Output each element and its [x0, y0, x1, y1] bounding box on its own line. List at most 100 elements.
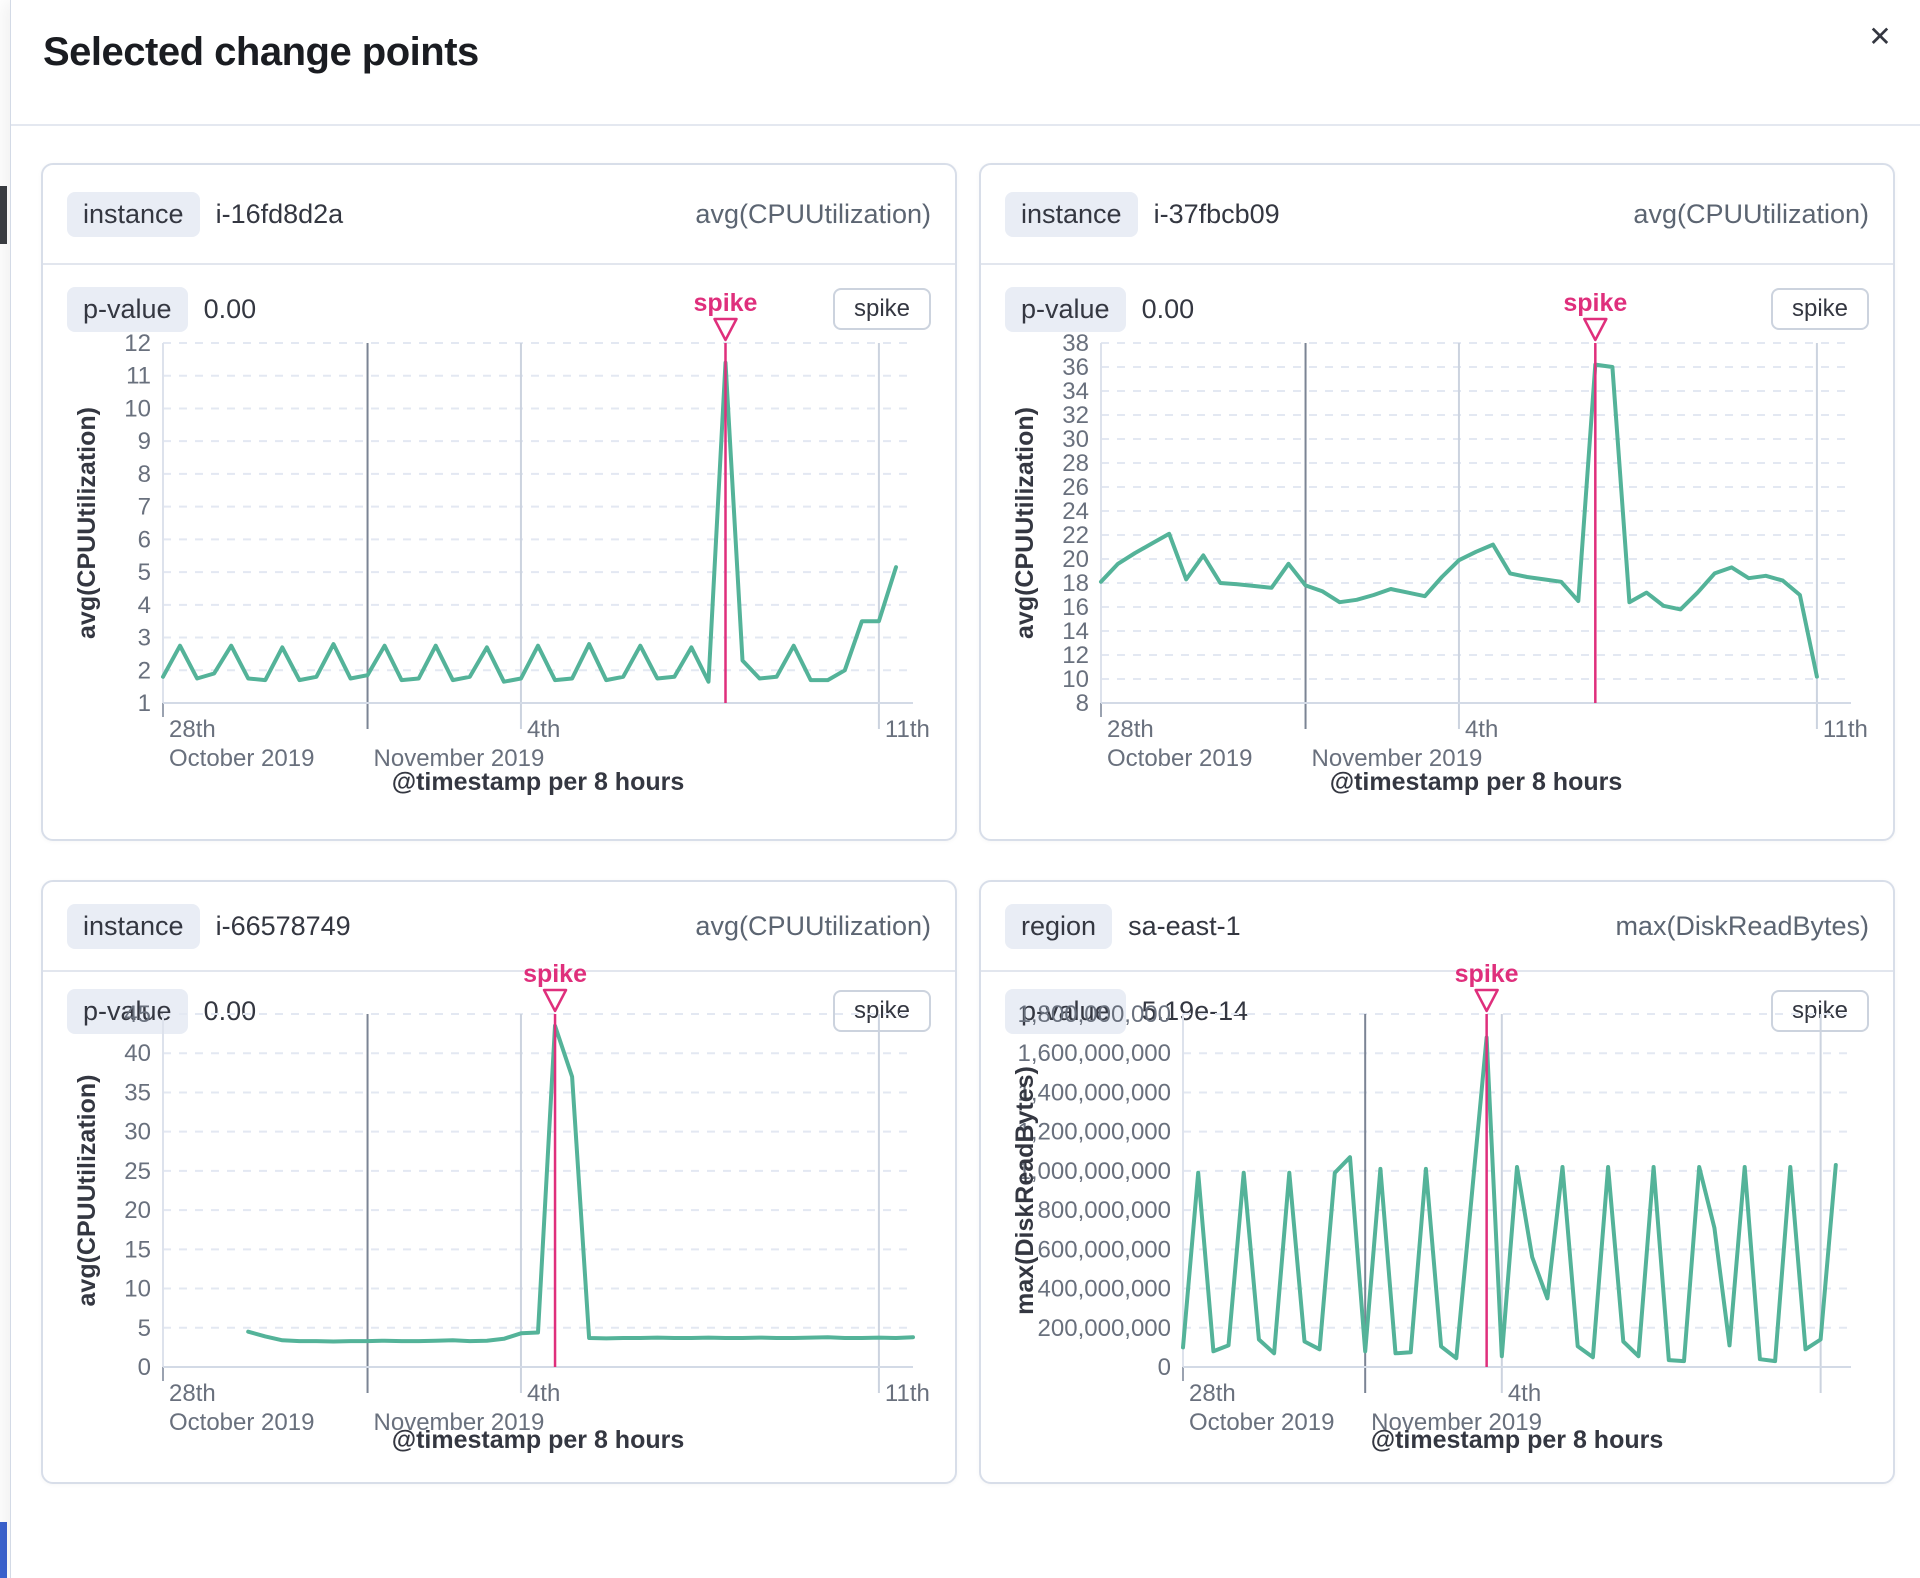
y-axis-tick-label: 30	[124, 1119, 151, 1146]
y-axis-title: max(DiskReadBytes)	[1011, 1066, 1039, 1315]
y-axis-tick-label: 18	[1062, 570, 1089, 597]
spike-annotation-label: spike	[1563, 289, 1627, 317]
x-axis-month-label: November 2019	[374, 1409, 545, 1436]
split-field-value: i-66578749	[215, 910, 351, 941]
p-value: 0.00	[203, 995, 257, 1026]
y-axis-title: avg(CPUUtilization)	[1011, 407, 1039, 639]
x-axis-day-label: 28th	[1107, 716, 1154, 743]
y-axis-tick-label: 12	[124, 330, 151, 357]
page-title: Selected change points	[43, 30, 479, 74]
y-axis-tick-label: 16	[1062, 594, 1089, 621]
spike-marker-icon	[713, 317, 738, 342]
y-axis-title: avg(CPUUtilization)	[73, 407, 101, 639]
card-header: region sa-east-1 max(DiskReadBytes)	[981, 882, 1893, 972]
y-axis-tick-label: 4	[138, 592, 151, 619]
background-page-edge	[0, 0, 10, 1578]
x-axis-month-label: October 2019	[169, 745, 314, 772]
y-axis-tick-label: 1	[138, 690, 151, 717]
x-axis-month-label: November 2019	[1312, 745, 1483, 772]
y-axis-tick-label: 1,800,000,000	[1018, 1001, 1171, 1028]
y-axis-tick-label: 22	[1062, 522, 1089, 549]
x-axis-month-label: October 2019	[169, 1409, 314, 1436]
y-axis-tick-label: 10	[1062, 666, 1089, 693]
series-line	[1099, 362, 1819, 679]
y-axis-tick-label: 10	[124, 395, 151, 422]
change-point-card-3: instance i-66578749 avg(CPUUtilization) …	[41, 880, 957, 1484]
y-axis-tick-label: 38	[1062, 330, 1089, 357]
spike-marker-icon	[542, 988, 568, 1013]
y-axis-tick-label: 11	[126, 363, 151, 390]
x-axis-day-label: 4th	[1465, 716, 1498, 743]
x-axis-month-label: November 2019	[1371, 1409, 1542, 1436]
y-axis-tick-label: 40	[124, 1040, 151, 1067]
x-axis-title: @timestamp per 8 hours	[1330, 768, 1623, 796]
p-value: 0.00	[1141, 293, 1195, 324]
change-point-chart[interactable]: 0 200,000,000 400,000,000 600,000,000 800,00…	[1005, 962, 1873, 1470]
x-axis-day-label: 4th	[1508, 1380, 1541, 1407]
p-value-badge: p-value	[1005, 988, 1126, 1034]
y-axis-tick-label: 10	[124, 1276, 151, 1303]
x-axis-day-label: 28th	[169, 716, 216, 743]
x-axis-day-label: 11th	[885, 1380, 930, 1407]
split-field-badge: instance	[67, 903, 200, 949]
spike-annotation-label: spike	[694, 289, 758, 317]
close-icon[interactable]: ✕	[1858, 14, 1902, 58]
metric-label: avg(CPUUtilization)	[1633, 198, 1869, 229]
y-axis-tick-label: 9	[138, 428, 151, 455]
y-axis-tick-label: 25	[124, 1158, 151, 1185]
split-field-badge: instance	[1005, 191, 1138, 237]
x-axis-day-label: 28th	[1189, 1380, 1236, 1407]
y-axis-tick-label: 7	[138, 494, 151, 521]
y-axis-tick-label: 24	[1062, 498, 1089, 525]
y-axis-tick-label: 400,000,000	[1038, 1276, 1171, 1303]
series-line	[246, 1023, 915, 1344]
spike-marker-icon	[1474, 988, 1499, 1013]
y-axis-tick-label: 800,000,000	[1038, 1197, 1171, 1224]
y-axis-tick-label: 30	[1062, 426, 1089, 453]
y-axis-tick-label: 45	[124, 1001, 151, 1028]
p-value-badge: p-value	[67, 286, 188, 332]
card-header: instance i-66578749 avg(CPUUtilization)	[43, 882, 955, 972]
background-page-blue-sliver	[0, 1522, 7, 1578]
y-axis-tick-label: 36	[1062, 354, 1089, 381]
flyout-header: Selected change points ✕	[11, 0, 1920, 126]
y-axis-tick-label: 26	[1062, 474, 1089, 501]
y-axis-tick-label: 1,400,000,000	[1018, 1079, 1171, 1106]
card-header: instance i-37fbcb09 avg(CPUUtilization)	[981, 165, 1893, 265]
split-field-value: i-16fd8d2a	[215, 198, 344, 229]
y-axis-tick-label: 1,200,000,000	[1018, 1119, 1171, 1146]
y-axis-tick-label: 200,000,000	[1038, 1315, 1171, 1342]
change-point-cards-grid: instance i-16fd8d2a avg(CPUUtilization) …	[41, 163, 1895, 1484]
card-subheader: p-value 0.00 spike	[67, 265, 931, 353]
y-axis-tick-label: 8	[138, 461, 151, 488]
y-axis-tick-label: 28	[1062, 450, 1089, 477]
split-field-value: i-37fbcb09	[1153, 198, 1280, 229]
y-axis-tick-label: 1,600,000,000	[1018, 1040, 1171, 1067]
x-axis-day-label: 11th	[885, 716, 930, 743]
y-axis-tick-label: 2	[138, 657, 151, 684]
y-axis-tick-label: 3	[138, 625, 151, 652]
y-axis-tick-label: 12	[1062, 642, 1089, 669]
y-axis-tick-label: 5	[138, 559, 151, 586]
change-point-card-4: region sa-east-1 max(DiskReadBytes) p-va…	[979, 880, 1895, 1484]
split-field-value: sa-east-1	[1128, 910, 1241, 941]
y-axis-tick-label: 1,000,000,000	[1018, 1158, 1171, 1185]
card-subheader: p-value 5.19e-14 spike	[1005, 972, 1869, 1050]
y-axis-tick-label: 32	[1062, 402, 1089, 429]
x-axis-title: @timestamp per 8 hours	[1371, 1426, 1664, 1454]
change-type-chip: spike	[832, 288, 931, 330]
change-type-chip: spike	[832, 990, 931, 1032]
x-axis-month-label: October 2019	[1189, 1409, 1334, 1436]
x-axis-day-label: 4th	[527, 1380, 560, 1407]
y-axis-tick-label: 0	[1158, 1354, 1171, 1381]
series-line	[1181, 1035, 1838, 1364]
card-header: instance i-16fd8d2a avg(CPUUtilization)	[43, 165, 955, 265]
y-axis-tick-label: 20	[1062, 546, 1089, 573]
y-axis-tick-label: 6	[138, 526, 151, 553]
y-axis-tick-label: 600,000,000	[1038, 1236, 1171, 1263]
metric-label: avg(CPUUtilization)	[695, 910, 931, 941]
x-axis-title: @timestamp per 8 hours	[392, 768, 685, 796]
